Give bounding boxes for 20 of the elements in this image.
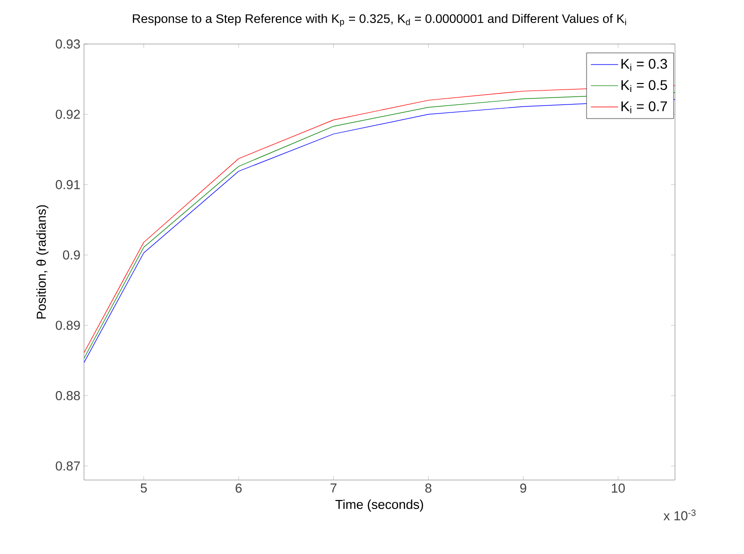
- y-tick-label: 0.89: [56, 320, 80, 330]
- x-tick-label: 7: [330, 484, 336, 492]
- y-tick-label: 0.91: [56, 180, 80, 190]
- legend-label: K$_{i}$ = 0.7: [622, 101, 667, 114]
- x-tick-label: 8: [425, 484, 432, 493]
- legend-label: K$_{i}$ = 0.5: [622, 80, 668, 92]
- x-tick-label: 10: [612, 484, 625, 493]
- y-tick-label: 0.87: [56, 461, 80, 471]
- y-axis-title: Position, θ (radians): [36, 205, 48, 319]
- chart-title: Response to a Step Reference with K$_{p}$ = 0.325, K$_{d}$ = 0.0000001 and Different Values of K$_{i}$: [132, 14, 626, 27]
- x-tick-label: 5: [140, 484, 147, 493]
- y-tick-label: 0.92: [56, 110, 80, 119]
- y-tick-label: 0.9: [62, 250, 80, 260]
- y-tick-label: 0.93: [56, 39, 80, 49]
- x-tick-label: 6: [236, 484, 242, 493]
- x-tick-label: 9: [520, 484, 526, 493]
- x-axis-title: Time (seconds): [335, 500, 424, 512]
- text: x 10$^{-3}$: [664, 510, 696, 520]
- y-tick-label: 0.88: [56, 391, 80, 400]
- legend-label: K$_{i}$ = 0.3: [622, 58, 668, 71]
